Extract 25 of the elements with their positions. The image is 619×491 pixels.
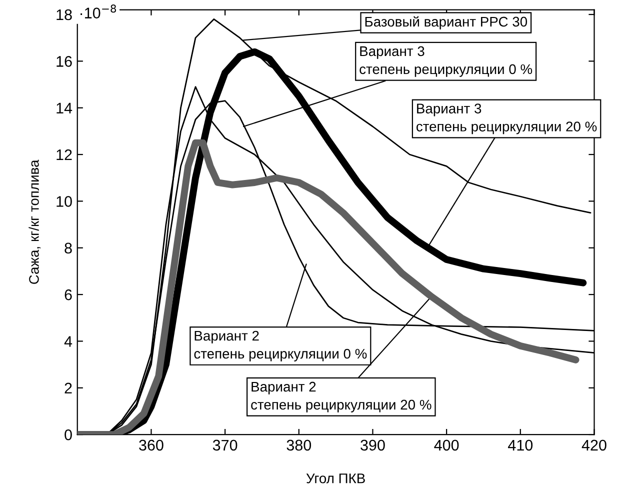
annotation: Вариант 2 степень рециркуляции 0 % [194,330,367,362]
x-tick-label: 360 [139,440,164,451]
y-tick-label: 10 [56,196,72,207]
y-tick-label: 6 [64,289,72,300]
y-tick-label: 16 [56,56,72,67]
x-tick-label: 410 [508,440,533,451]
y-tick-label: 14 [56,102,72,114]
x-axis-title: Угол ПКВ [306,474,365,484]
x-tick-label: 420 [582,440,606,451]
y-tick-label: 4 [64,336,72,347]
y-tick-label: 8 [64,242,72,254]
y-tick-label: 0 [64,429,72,440]
x-tick-label: 390 [360,440,385,451]
annotation: Вариант 3 степень рециркуляции 0 % [360,46,532,77]
y-tick-label: 2 [64,382,72,394]
x-tick-label: 400 [434,440,459,451]
annotation: Вариант 3 степень рециркуляции 20 % [416,104,597,134]
y-axis-title: Сажа, кг/кг топлива [28,160,41,284]
x-tick-label: 370 [212,440,238,451]
x-tick-label: 380 [286,440,312,451]
y-tick-label: 18 [56,9,72,20]
y-tick-label: 12 [56,149,72,160]
annotation: Базовый вариант РРС 30 [365,16,528,30]
annotation: Вариант 2 степень рециркуляции 20 % [251,382,432,412]
annotation: ·10$^{−8}$ [80,4,116,18]
